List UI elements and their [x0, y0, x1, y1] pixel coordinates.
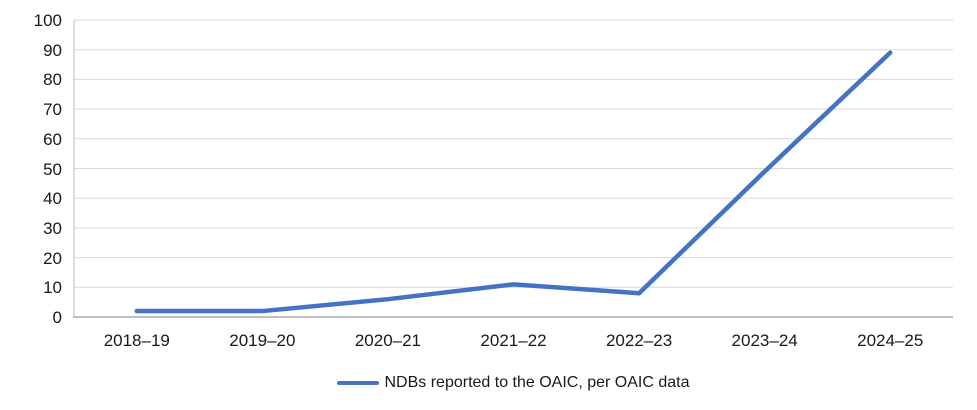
x-tick-label: 2024–25 — [857, 331, 924, 350]
y-tick-label: 0 — [52, 308, 62, 327]
legend: NDBs reported to the OAIC, per OAIC data — [74, 372, 953, 394]
x-tick-label: 2018–19 — [103, 331, 170, 350]
y-tick-label: 80 — [43, 70, 62, 90]
legend-line-swatch — [337, 381, 380, 385]
legend-label: NDBs reported to the OAIC, per OAIC data — [384, 374, 690, 391]
x-tick-label: 2021–22 — [480, 331, 547, 350]
y-tick-label: 30 — [43, 218, 62, 238]
x-tick-label: 2022–23 — [605, 331, 673, 350]
x-tick-label: 2023–24 — [731, 331, 798, 350]
y-tick-label: 50 — [43, 159, 62, 179]
series-line-ndbs — [134, 50, 893, 314]
y-tick-label: 70 — [43, 100, 62, 120]
y-tick-label: 10 — [43, 278, 62, 298]
y-tick-label: 90 — [43, 40, 62, 60]
y-tick-label: 20 — [43, 248, 62, 268]
x-tick-label: 2020–21 — [354, 331, 422, 350]
y-tick-label: 40 — [43, 189, 62, 209]
x-tick-label: 2019–20 — [229, 331, 296, 350]
y-tick-label: 60 — [43, 129, 62, 149]
y-tick-label: 100 — [33, 11, 62, 30]
